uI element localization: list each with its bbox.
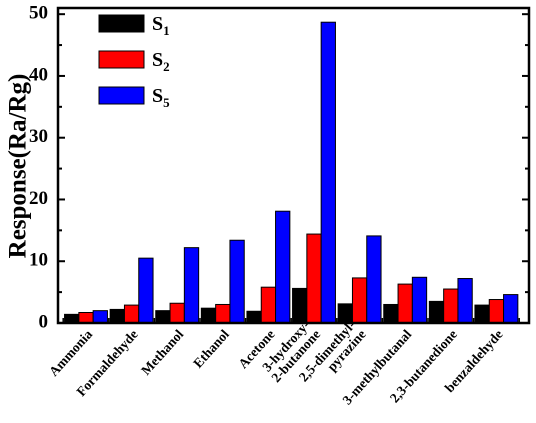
bar-s5-5 — [320, 21, 336, 324]
bar-s1-5 — [292, 287, 308, 324]
bars-layer — [64, 21, 519, 324]
bar-s1-1 — [109, 308, 125, 324]
legend-label: S5 — [152, 85, 170, 110]
bar-s5-9 — [503, 294, 519, 324]
category-label-group: Ammonia — [46, 326, 95, 379]
plot-frame — [56, 6, 531, 325]
bar-s1-0 — [64, 313, 80, 324]
category-label-group: Ethanol — [190, 326, 232, 370]
category-label: Methanol — [138, 326, 186, 377]
legend-label: S2 — [152, 49, 170, 74]
category-label: Ammonia — [46, 326, 95, 379]
bar-s5-3 — [229, 239, 245, 324]
bar-s1-4 — [246, 310, 262, 324]
bar-s5-8 — [457, 278, 473, 324]
bar-s2-8 — [443, 288, 459, 324]
bar-s5-6 — [366, 235, 382, 324]
y-tick-label: 0 — [39, 311, 49, 332]
y-tick-label: 30 — [29, 126, 48, 147]
bar-s5-1 — [138, 257, 154, 324]
category-label-group: Methanol — [138, 326, 186, 377]
bar-s5-0 — [92, 310, 108, 324]
bar-s5-7 — [411, 276, 428, 324]
legend: S1 S2 S5 — [98, 13, 170, 110]
legend-swatch — [98, 50, 145, 69]
y-axis-label: Response(Ra/Rg) — [5, 74, 32, 259]
legend-swatch — [98, 86, 145, 105]
bar-s5-2 — [183, 247, 200, 324]
bar-s1-7 — [383, 303, 399, 324]
bar-s2-1 — [123, 304, 140, 324]
legend-swatch — [98, 14, 145, 33]
bar-s2-4 — [260, 286, 277, 324]
ticks-layer: 0 10 20 30 40 50 — [29, 3, 529, 332]
category-label: Ethanol — [190, 326, 232, 370]
bar-s1-8 — [428, 300, 445, 324]
bar-s2-6 — [351, 277, 368, 324]
bar-s1-2 — [155, 310, 171, 324]
y-tick-label: 50 — [29, 3, 48, 24]
bar-s2-0 — [78, 312, 94, 324]
bar-s2-7 — [397, 283, 413, 324]
y-tick-label: 40 — [29, 64, 48, 85]
legend-label: S1 — [152, 13, 170, 38]
bar-s5-4 — [275, 210, 291, 324]
bar-s1-9 — [474, 304, 490, 324]
bar-s1-3 — [200, 307, 217, 324]
y-tick-label: 20 — [29, 188, 48, 209]
bar-s2-5 — [306, 233, 322, 324]
y-tick-label: 10 — [29, 250, 48, 271]
bar-s2-9 — [488, 299, 505, 324]
bar-s2-3 — [215, 303, 231, 324]
bar-s2-2 — [169, 302, 185, 324]
